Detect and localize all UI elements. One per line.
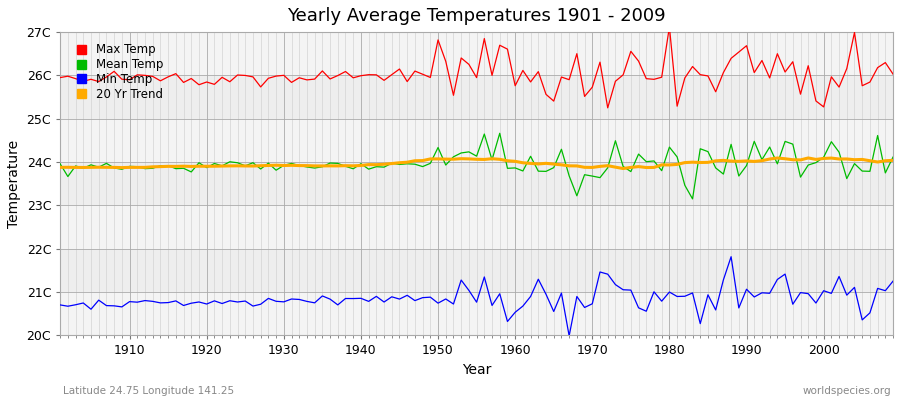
Legend: Max Temp, Mean Temp, Min Temp, 20 Yr Trend: Max Temp, Mean Temp, Min Temp, 20 Yr Tre…: [75, 41, 166, 103]
Bar: [60, 32, 893, 76]
Bar: [60, 76, 893, 119]
Bar: [60, 249, 893, 292]
Text: Latitude 24.75 Longitude 141.25: Latitude 24.75 Longitude 141.25: [63, 386, 234, 396]
Bar: [60, 162, 893, 206]
Bar: [60, 292, 893, 336]
Y-axis label: Temperature: Temperature: [7, 140, 21, 228]
Text: worldspecies.org: worldspecies.org: [803, 386, 891, 396]
Bar: [60, 206, 893, 249]
X-axis label: Year: Year: [462, 363, 491, 377]
Bar: [60, 119, 893, 162]
Title: Yearly Average Temperatures 1901 - 2009: Yearly Average Temperatures 1901 - 2009: [287, 7, 666, 25]
